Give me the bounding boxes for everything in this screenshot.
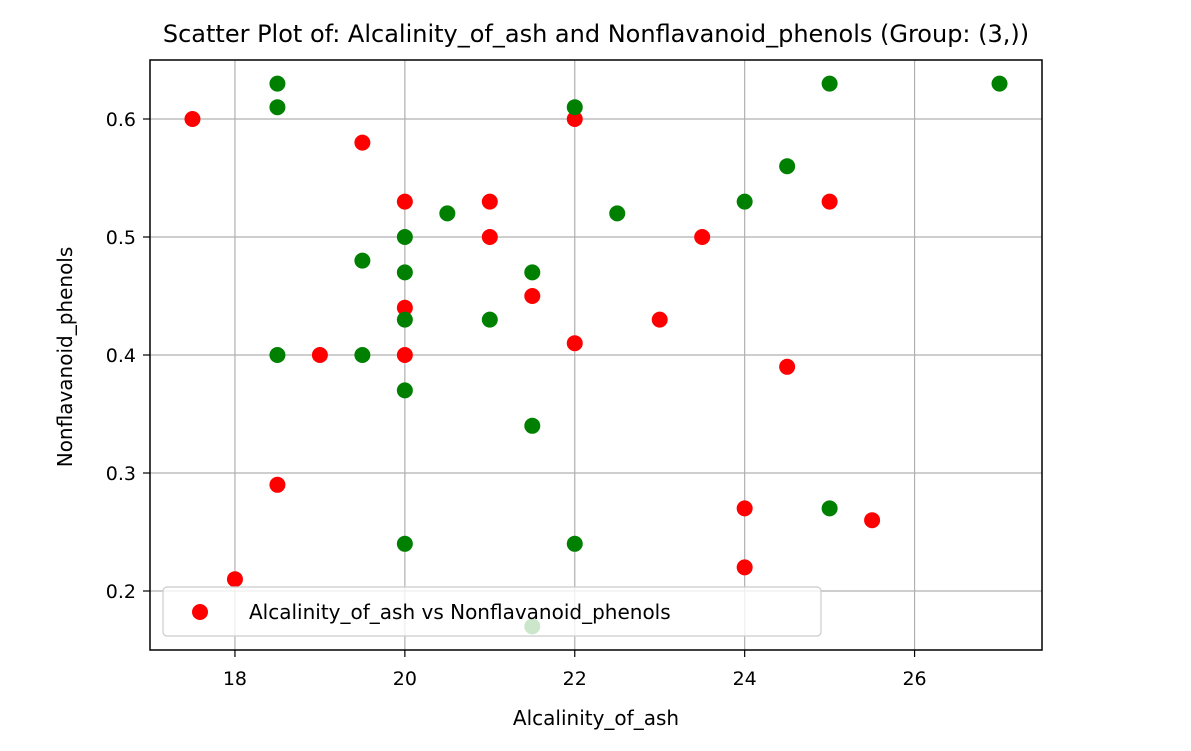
data-point-series-1 xyxy=(736,559,753,576)
data-point-series-1 xyxy=(779,358,796,375)
data-point-series-2 xyxy=(821,75,838,92)
x-axis-label: Alcalinity_of_ash xyxy=(513,706,679,730)
data-point-series-2 xyxy=(609,205,626,222)
data-point-series-1 xyxy=(566,111,583,127)
axis-ticks: 18 20 22 24 26 0.2 0.3 0.4 0.5 0.6 xyxy=(106,109,927,690)
data-point-series-1 xyxy=(226,571,243,588)
y-tick-label: 0.6 xyxy=(106,109,136,131)
legend-marker xyxy=(192,604,208,620)
data-point-series-2 xyxy=(736,193,753,210)
data-point-series-1 xyxy=(524,288,541,304)
data-point-series-1 xyxy=(311,347,328,363)
data-point-series-2 xyxy=(439,205,456,222)
data-point-series-2 xyxy=(269,347,286,363)
data-point-series-1 xyxy=(736,500,753,517)
data-point-series-2 xyxy=(566,535,583,552)
data-point-series-1 xyxy=(354,134,371,151)
x-tick-label: 20 xyxy=(393,668,417,690)
data-point-series-2 xyxy=(821,500,838,517)
data-point-series-1 xyxy=(269,476,286,493)
data-point-series-2 xyxy=(524,264,541,281)
data-point-series-1 xyxy=(864,512,881,529)
data-point-series-2 xyxy=(396,535,413,552)
data-point-series-2 xyxy=(566,99,583,116)
x-tick-label: 24 xyxy=(733,668,757,690)
x-tick-label: 18 xyxy=(223,668,247,690)
data-point-series-2 xyxy=(481,311,498,328)
legend: Alcalinity_of_ash vs Nonflavanoid_phenol… xyxy=(162,586,822,637)
data-point-series-2 xyxy=(354,252,371,269)
legend-label: Alcalinity_of_ash vs Nonflavanoid_phenol… xyxy=(249,600,671,624)
data-point-series-2 xyxy=(779,158,796,175)
data-points xyxy=(184,75,1008,635)
data-point-series-2 xyxy=(396,264,413,281)
data-point-series-2 xyxy=(396,229,413,245)
data-point-series-1 xyxy=(481,229,498,245)
data-point-series-2 xyxy=(396,382,413,399)
data-point-series-2 xyxy=(269,75,286,92)
data-point-series-2 xyxy=(354,347,371,363)
data-point-series-2 xyxy=(524,417,541,434)
data-point-series-1 xyxy=(396,193,413,210)
data-point-series-1 xyxy=(566,335,583,352)
y-tick-label: 0.4 xyxy=(106,345,136,367)
y-tick-label: 0.2 xyxy=(106,581,136,603)
data-point-series-1 xyxy=(694,229,711,245)
data-point-series-1 xyxy=(821,193,838,210)
data-point-series-1 xyxy=(481,193,498,210)
y-axis-label: Nonflavanoid_phenols xyxy=(53,247,77,468)
data-point-series-2 xyxy=(269,99,286,116)
data-point-series-1 xyxy=(651,311,668,328)
chart-title: Scatter Plot of: Alcalinity_of_ash and N… xyxy=(163,20,1029,48)
legend-box xyxy=(162,586,822,637)
y-tick-label: 0.5 xyxy=(106,227,136,249)
data-point-series-1 xyxy=(184,111,201,127)
data-point-series-1 xyxy=(396,347,413,363)
x-tick-label: 22 xyxy=(563,668,587,690)
data-point-series-1 xyxy=(396,299,413,316)
data-point-series-2 xyxy=(991,75,1008,92)
x-tick-label: 26 xyxy=(902,668,926,690)
y-tick-label: 0.3 xyxy=(106,463,136,485)
data-point-series-2 xyxy=(396,311,413,328)
